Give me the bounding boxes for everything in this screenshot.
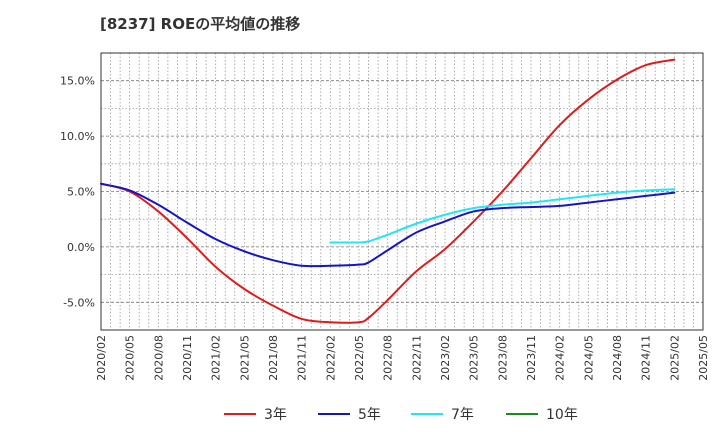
x-tick-label: 2021/11 [296, 335, 309, 381]
x-tick-label: 2025/02 [668, 335, 681, 381]
chart-title: [8237] ROEの平均値の推移 [100, 15, 300, 33]
x-tick-label: 2021/08 [267, 335, 280, 381]
legend-label: 10年 [546, 407, 578, 423]
x-tick-label: 2024/11 [640, 335, 653, 381]
y-axis: -5.0% 0.0% 5.0% 10.0% 15.0% [60, 75, 95, 310]
x-tick-label: 2024/08 [611, 335, 624, 381]
legend-label: 5年 [358, 407, 381, 423]
legend-label: 7年 [451, 407, 474, 423]
x-tick-label: 2023/02 [439, 335, 452, 381]
x-tick-label: 2020/08 [152, 335, 165, 381]
y-tick-label: 5.0% [67, 186, 95, 199]
x-tick-label: 2024/05 [582, 335, 595, 381]
y-tick-label: 10.0% [60, 130, 95, 143]
x-tick-label: 2022/11 [410, 335, 423, 381]
legend-label: 3年 [264, 407, 287, 423]
x-tick-label: 2023/05 [468, 335, 481, 381]
series-lines [100, 58, 676, 324]
x-tick-label: 2022/05 [353, 335, 366, 381]
x-axis: 2020/02 2020/05 2020/08 2020/11 2021/02 2021/… [95, 335, 710, 381]
x-tick-label: 2022/08 [382, 335, 395, 381]
series-line-7年 [329, 188, 676, 244]
y-tick-label: 15.0% [60, 75, 95, 88]
legend: 3年 5年 7年 10年 [224, 407, 578, 423]
x-tick-label: 2025/05 [697, 335, 710, 381]
x-tick-label: 2020/02 [95, 335, 108, 381]
y-tick-label: -5.0% [63, 296, 95, 309]
series-line-5年 [100, 182, 676, 268]
plot-area [100, 52, 704, 331]
x-tick-label: 2020/05 [124, 335, 137, 381]
x-tick-label: 2020/11 [181, 335, 194, 381]
y-tick-label: 0.0% [67, 241, 95, 254]
x-tick-label: 2024/02 [554, 335, 567, 381]
grid [101, 53, 703, 330]
x-tick-label: 2023/08 [496, 335, 509, 381]
x-tick-label: 2022/02 [324, 335, 337, 381]
x-tick-label: 2023/11 [525, 335, 538, 381]
x-tick-label: 2021/02 [210, 335, 223, 381]
x-tick-label: 2021/05 [238, 335, 251, 381]
series-line-3年 [100, 58, 676, 324]
